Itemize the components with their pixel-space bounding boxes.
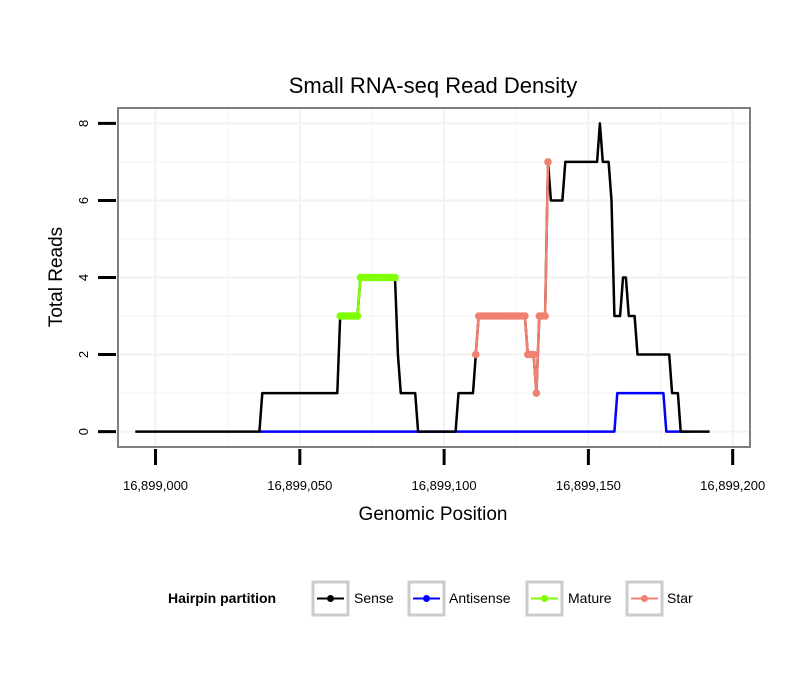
star-data-point <box>541 312 549 320</box>
chart-title: Small RNA-seq Read Density <box>289 73 578 98</box>
star-data-point <box>472 350 480 359</box>
legend-point-star <box>641 595 648 602</box>
mature-data-point <box>391 273 399 282</box>
y-tick-label: 4 <box>76 274 91 281</box>
star-data-point <box>529 350 538 359</box>
legend-title: Hairpin partition <box>168 590 276 606</box>
legend-point-sense <box>327 595 334 602</box>
legend-label-antisense: Antisense <box>449 590 511 606</box>
legend-label-sense: Sense <box>354 590 394 606</box>
y-axis: 0 2 4 6 8 <box>76 120 116 435</box>
legend-label-star: Star <box>667 590 693 606</box>
star-data-point <box>544 158 552 166</box>
legend: Hairpin partition Sense Antisense Mature St… <box>168 580 693 617</box>
x-tick-label: 16,899,200 <box>700 478 765 493</box>
star-data-point <box>521 312 529 320</box>
y-tick-label: 6 <box>76 197 91 204</box>
y-axis-title: Total Reads <box>46 227 67 327</box>
star-data-point <box>532 389 541 397</box>
y-tick-label: 8 <box>76 120 91 127</box>
x-tick-label: 16,899,000 <box>123 478 188 493</box>
x-tick-label: 16,899,100 <box>412 478 477 493</box>
antisense-series-line <box>259 391 690 433</box>
y-tick-label: 2 <box>76 351 91 358</box>
x-tick-label: 16,899,050 <box>267 478 332 493</box>
legend-label-mature: Mature <box>568 590 612 606</box>
series-layer <box>135 122 710 433</box>
x-axis: 16,899,000 16,899,050 16,899,100 16,899,150… <box>123 449 765 493</box>
mature-data-point <box>353 312 362 320</box>
y-tick-label: 0 <box>76 428 91 435</box>
x-axis-title: Genomic Position <box>359 504 508 525</box>
legend-point-antisense <box>423 595 430 602</box>
plot-border <box>117 107 751 448</box>
x-tick-label: 16,899,150 <box>556 478 621 493</box>
legend-point-mature <box>541 595 548 602</box>
